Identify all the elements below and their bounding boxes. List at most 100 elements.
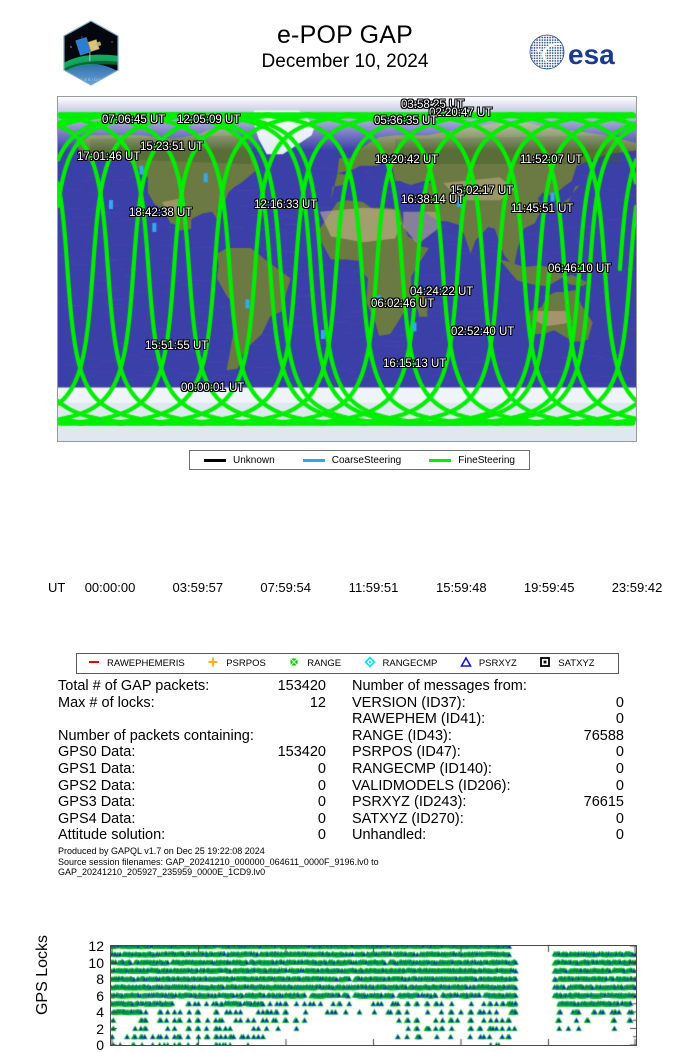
- ground-track-map-panel[interactable]: 03:58:25 UT 02:20:47 UT 05:36:35 UT 07:06:4…: [57, 96, 637, 442]
- stat-row: Max # of locks: 12: [58, 695, 348, 712]
- stat-value: 0: [318, 778, 326, 795]
- steering-legend-entry: CoarseSteering: [303, 455, 401, 466]
- stat-value: 0: [616, 778, 624, 795]
- message-legend-label: PSRXYZ: [479, 658, 517, 669]
- message-legend-entry: RAWEPHEMERIS: [83, 655, 202, 673]
- map-time-label: 18:20:42 UT: [375, 154, 438, 166]
- message-legend-entry: RANGECMP: [359, 655, 455, 673]
- gps-locks-x-axis: UT 00:00:00 03:59:57 07:59:54 11:59:51 15:59…: [0, 580, 695, 596]
- gps-locks-y-tick: 4: [80, 1005, 104, 1019]
- gps-locks-x-tick: 15:59:48: [436, 580, 487, 595]
- footer-source-line-2: GAP_20241210_205927_235959_0000E_1CD9.lv…: [58, 867, 658, 878]
- square-marker-icon: [538, 655, 552, 673]
- stat-row: GPS4 Data: 0: [58, 811, 348, 828]
- stat-row: VERSION (ID37): 0: [352, 695, 642, 712]
- message-legend-entry: RANGE: [283, 655, 358, 673]
- map-time-label: 12:16:33 UT: [254, 199, 317, 211]
- map-time-label: 07:06:45 UT: [102, 114, 165, 126]
- stat-label: GPS3 Data:: [58, 794, 135, 811]
- page-header: CASSIOPE e-POP GAP December 10, 2024 esa: [0, 0, 695, 92]
- steering-legend-swatch: [204, 459, 226, 462]
- stat-heading: Number of packets containing:: [58, 728, 348, 745]
- stat-label: RANGECMP (ID140):: [352, 761, 492, 778]
- stat-label: PSRPOS (ID47):: [352, 744, 461, 761]
- gps-locks-x-tick: 00:00:00: [85, 580, 136, 595]
- footer-metadata: Produced by GAPQL v1.7 on Dec 25 19:22:0…: [58, 846, 658, 878]
- steering-legend-entry: Unknown: [204, 455, 275, 466]
- stat-row: RANGECMP (ID140): 0: [352, 761, 642, 778]
- message-legend-label: RANGE: [307, 658, 341, 669]
- ut-prefix-label: UT: [48, 580, 65, 595]
- stat-label: SATXYZ (ID270):: [352, 811, 464, 828]
- steering-legend-swatch: [429, 459, 451, 462]
- stat-label: GPS0 Data:: [58, 744, 135, 761]
- gps-locks-y-tick: 2: [80, 1022, 104, 1036]
- stat-value: 0: [616, 744, 624, 761]
- stat-value: 0: [318, 811, 326, 828]
- stat-heading: Number of messages from:: [352, 678, 642, 695]
- stat-value: 76615: [584, 794, 624, 811]
- map-time-label: 17:01:46 UT: [77, 151, 140, 163]
- steering-legend-label: CoarseSteering: [332, 455, 401, 466]
- map-time-label: 16:38:14 UT: [401, 194, 464, 206]
- stat-label: Max # of locks:: [58, 695, 155, 712]
- map-time-label: 06:46:10 UT: [548, 263, 611, 275]
- map-time-label: 12:05:09 UT: [177, 114, 240, 126]
- gps-locks-y-tick: 0: [80, 1038, 104, 1052]
- stat-value: 0: [318, 794, 326, 811]
- triangle-marker-icon: [459, 655, 473, 673]
- stat-row: VALIDMODELS (ID206): 0: [352, 778, 642, 795]
- stat-row: GPS2 Data: 0: [58, 778, 348, 795]
- message-legend-label: PSRPOS: [226, 658, 266, 669]
- gps-locks-y-axis-label: GPS Locks: [34, 930, 52, 1020]
- message-type-legend: RAWEPHEMERIS PSRPOS RANGE RANGECMP PSRXYZ SAT…: [76, 653, 619, 674]
- stat-label: PSRXYZ (ID243):: [352, 794, 466, 811]
- steering-legend-swatch: [303, 459, 325, 462]
- page-date: December 10, 2024: [180, 50, 510, 74]
- gps-locks-x-tick: 07:59:54: [260, 580, 311, 595]
- stat-value: 76588: [584, 728, 624, 745]
- message-legend-entry: PSRPOS: [202, 655, 283, 673]
- stat-row: RAWEPHEM (ID41): 0: [352, 711, 642, 728]
- stat-value: 12: [310, 695, 326, 712]
- diamond-marker-icon: [363, 655, 377, 673]
- gps-locks-chart: GPS Locks 0 2 4 6 8 10 12: [0, 470, 695, 595]
- gps-locks-plot-area[interactable]: [110, 945, 637, 1046]
- gps-locks-y-tick: 10: [80, 956, 104, 970]
- map-time-label: 06:02:46 UT: [371, 298, 434, 310]
- map-time-label: 02:52:40 UT: [451, 326, 514, 338]
- gps-locks-x-tick: 11:59:51: [349, 580, 399, 595]
- gps-locks-y-tick: 8: [80, 972, 104, 986]
- stat-value: 0: [616, 711, 624, 728]
- statistics-left-column: Total # of GAP packets: 153420 Max # of lo…: [58, 678, 348, 844]
- stat-row: PSRXYZ (ID243): 76615: [352, 794, 642, 811]
- stat-row: GPS3 Data: 0: [58, 794, 348, 811]
- plus-marker-icon: [206, 655, 220, 673]
- message-legend-label: RAWEPHEMERIS: [107, 658, 185, 669]
- stat-label: GPS4 Data:: [58, 811, 135, 828]
- map-time-label: 18:42:38 UT: [129, 207, 192, 219]
- message-legend-label: RANGECMP: [383, 658, 438, 669]
- steering-legend-entry: FineSteering: [429, 455, 515, 466]
- stat-value: 0: [616, 695, 624, 712]
- stat-value: 0: [318, 761, 326, 778]
- stat-row: Attitude solution: 0: [58, 827, 348, 844]
- x-square-marker-icon: [287, 655, 301, 673]
- stat-label: VALIDMODELS (ID206):: [352, 778, 510, 795]
- map-time-label: 15:02:17 UT: [450, 185, 513, 197]
- stat-value: 0: [616, 761, 624, 778]
- stat-value: 0: [616, 827, 624, 844]
- esa-wordmark: esa: [568, 39, 615, 70]
- message-legend-label: SATXYZ: [558, 658, 594, 669]
- stat-label: GPS2 Data:: [58, 778, 135, 795]
- dash-marker-icon: [87, 655, 101, 673]
- gps-locks-y-tick: 6: [80, 989, 104, 1003]
- stat-label: Attitude solution:: [58, 827, 165, 844]
- esa-logo: esa: [528, 31, 636, 75]
- cassiope-mission-patch-logo: CASSIOPE: [62, 20, 120, 86]
- stat-row: Total # of GAP packets: 153420: [58, 678, 348, 695]
- stat-label: GPS1 Data:: [58, 761, 135, 778]
- gps-locks-x-tick: 23:59:42: [612, 580, 663, 595]
- stat-label: RANGE (ID43):: [352, 728, 452, 745]
- message-legend-entry: PSRXYZ: [455, 655, 534, 673]
